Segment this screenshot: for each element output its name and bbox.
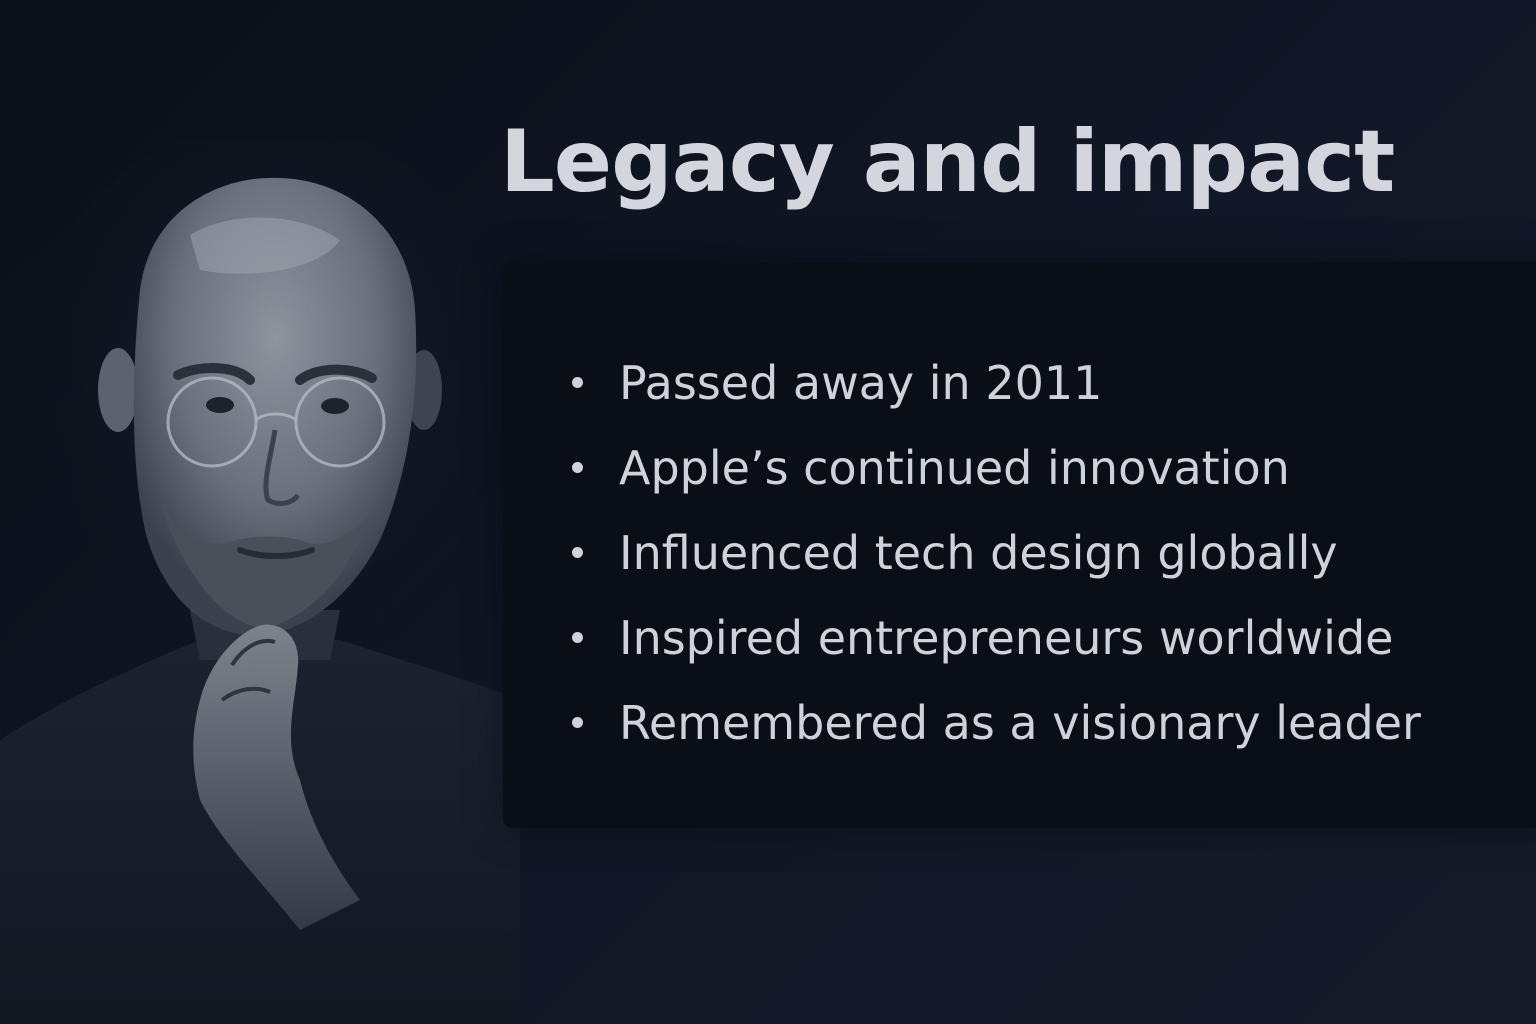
bullet-icon <box>572 632 583 643</box>
bullet-icon <box>572 717 583 728</box>
bullet-text: Influenced tech design globally <box>619 525 1338 580</box>
bullet-icon <box>572 462 583 473</box>
bullet-icon <box>572 547 583 558</box>
portrait-illustration <box>0 140 520 1024</box>
bullet-text: Apple’s continued innovation <box>619 440 1290 495</box>
list-item: Inspired entrepreneurs worldwide <box>566 595 1421 680</box>
bullet-text: Passed away in 2011 <box>619 355 1103 410</box>
bullet-text: Remembered as a visionary leader <box>619 695 1421 750</box>
page-title: Legacy and impact <box>500 112 1395 212</box>
bullet-text: Inspired entrepreneurs worldwide <box>619 610 1394 665</box>
list-item: Remembered as a visionary leader <box>566 680 1421 765</box>
bullet-icon <box>572 377 583 388</box>
bullet-list: Passed away in 2011 Apple’s continued in… <box>566 340 1421 765</box>
list-item: Passed away in 2011 <box>566 340 1421 425</box>
list-item: Influenced tech design globally <box>566 510 1421 595</box>
glasses-icon <box>166 376 386 468</box>
list-item: Apple’s continued innovation <box>566 425 1421 510</box>
content-panel <box>503 262 1536 828</box>
